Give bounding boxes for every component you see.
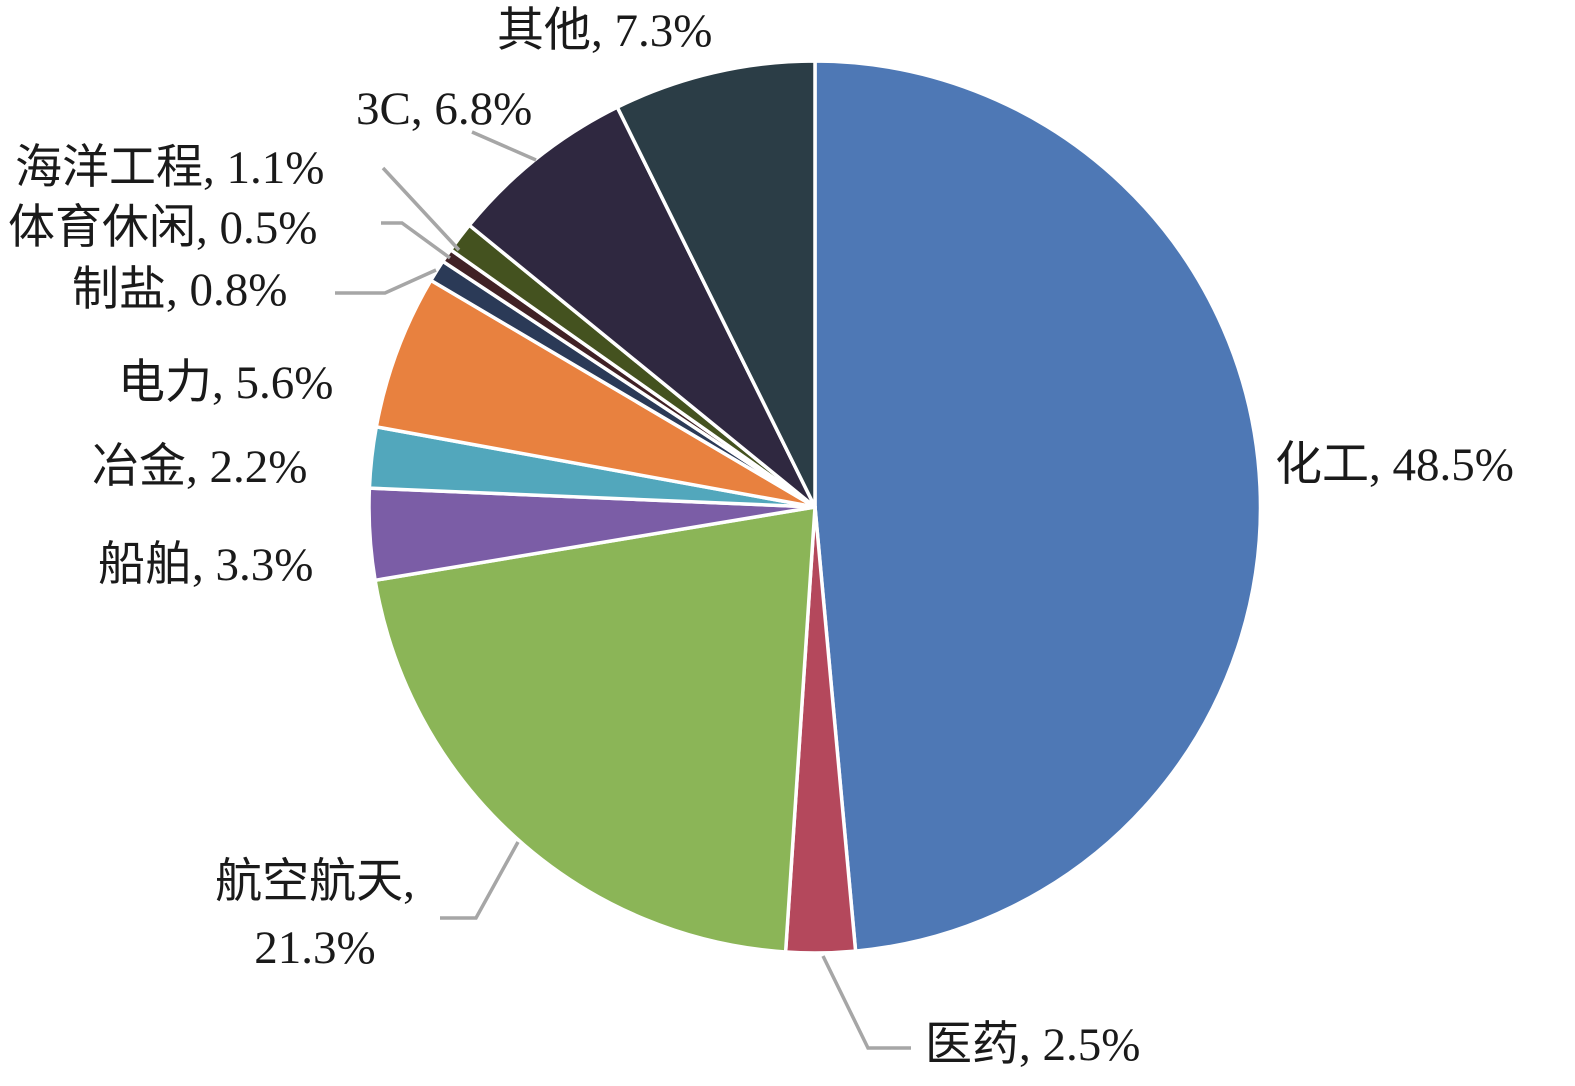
pie-label-chemical: 化工, 48.5%	[1275, 439, 1514, 491]
leader-line-salt	[335, 268, 437, 295]
pie-label-metallurgy: 冶金, 2.2%	[92, 441, 308, 493]
pie-label-sports-leisure: 体育休闲, 0.5%	[8, 202, 318, 254]
leader-line-sports-leisure	[381, 221, 452, 260]
leader-line-aerospace	[440, 841, 520, 920]
pie-label-salt: 制盐, 0.8%	[72, 264, 288, 316]
pie-slice-chemical	[813, 59, 1263, 953]
pie-label-other: 其他, 7.3%	[497, 5, 713, 57]
pie-label-marine-engineering: 海洋工程, 1.1%	[15, 142, 325, 194]
leader-lines	[335, 130, 911, 1050]
pie-label-aerospace-line2: 21.3%	[254, 921, 376, 974]
pie-label-pharma: 医药, 2.5%	[925, 1019, 1141, 1071]
leader-line-pharma	[821, 955, 911, 1050]
pie-slice-power	[374, 278, 817, 509]
pie-label-aerospace-line1: 航空航天,	[215, 856, 415, 908]
leader-line-3c	[471, 130, 537, 162]
pie-label-shipbuilding: 船舶, 3.3%	[98, 539, 314, 591]
pie-label-aerospace: 航空航天, 21.3%	[182, 850, 448, 982]
pie-slice-3c	[467, 105, 817, 509]
leader-line-marine-engineering	[381, 166, 461, 252]
pie-slice-aerospace	[373, 505, 817, 954]
pie-slices	[367, 59, 1263, 955]
pie-label-power: 电力, 5.6%	[118, 357, 334, 409]
pie-label-3c: 3C, 6.8%	[356, 83, 533, 135]
pie-slice-other	[615, 59, 817, 509]
